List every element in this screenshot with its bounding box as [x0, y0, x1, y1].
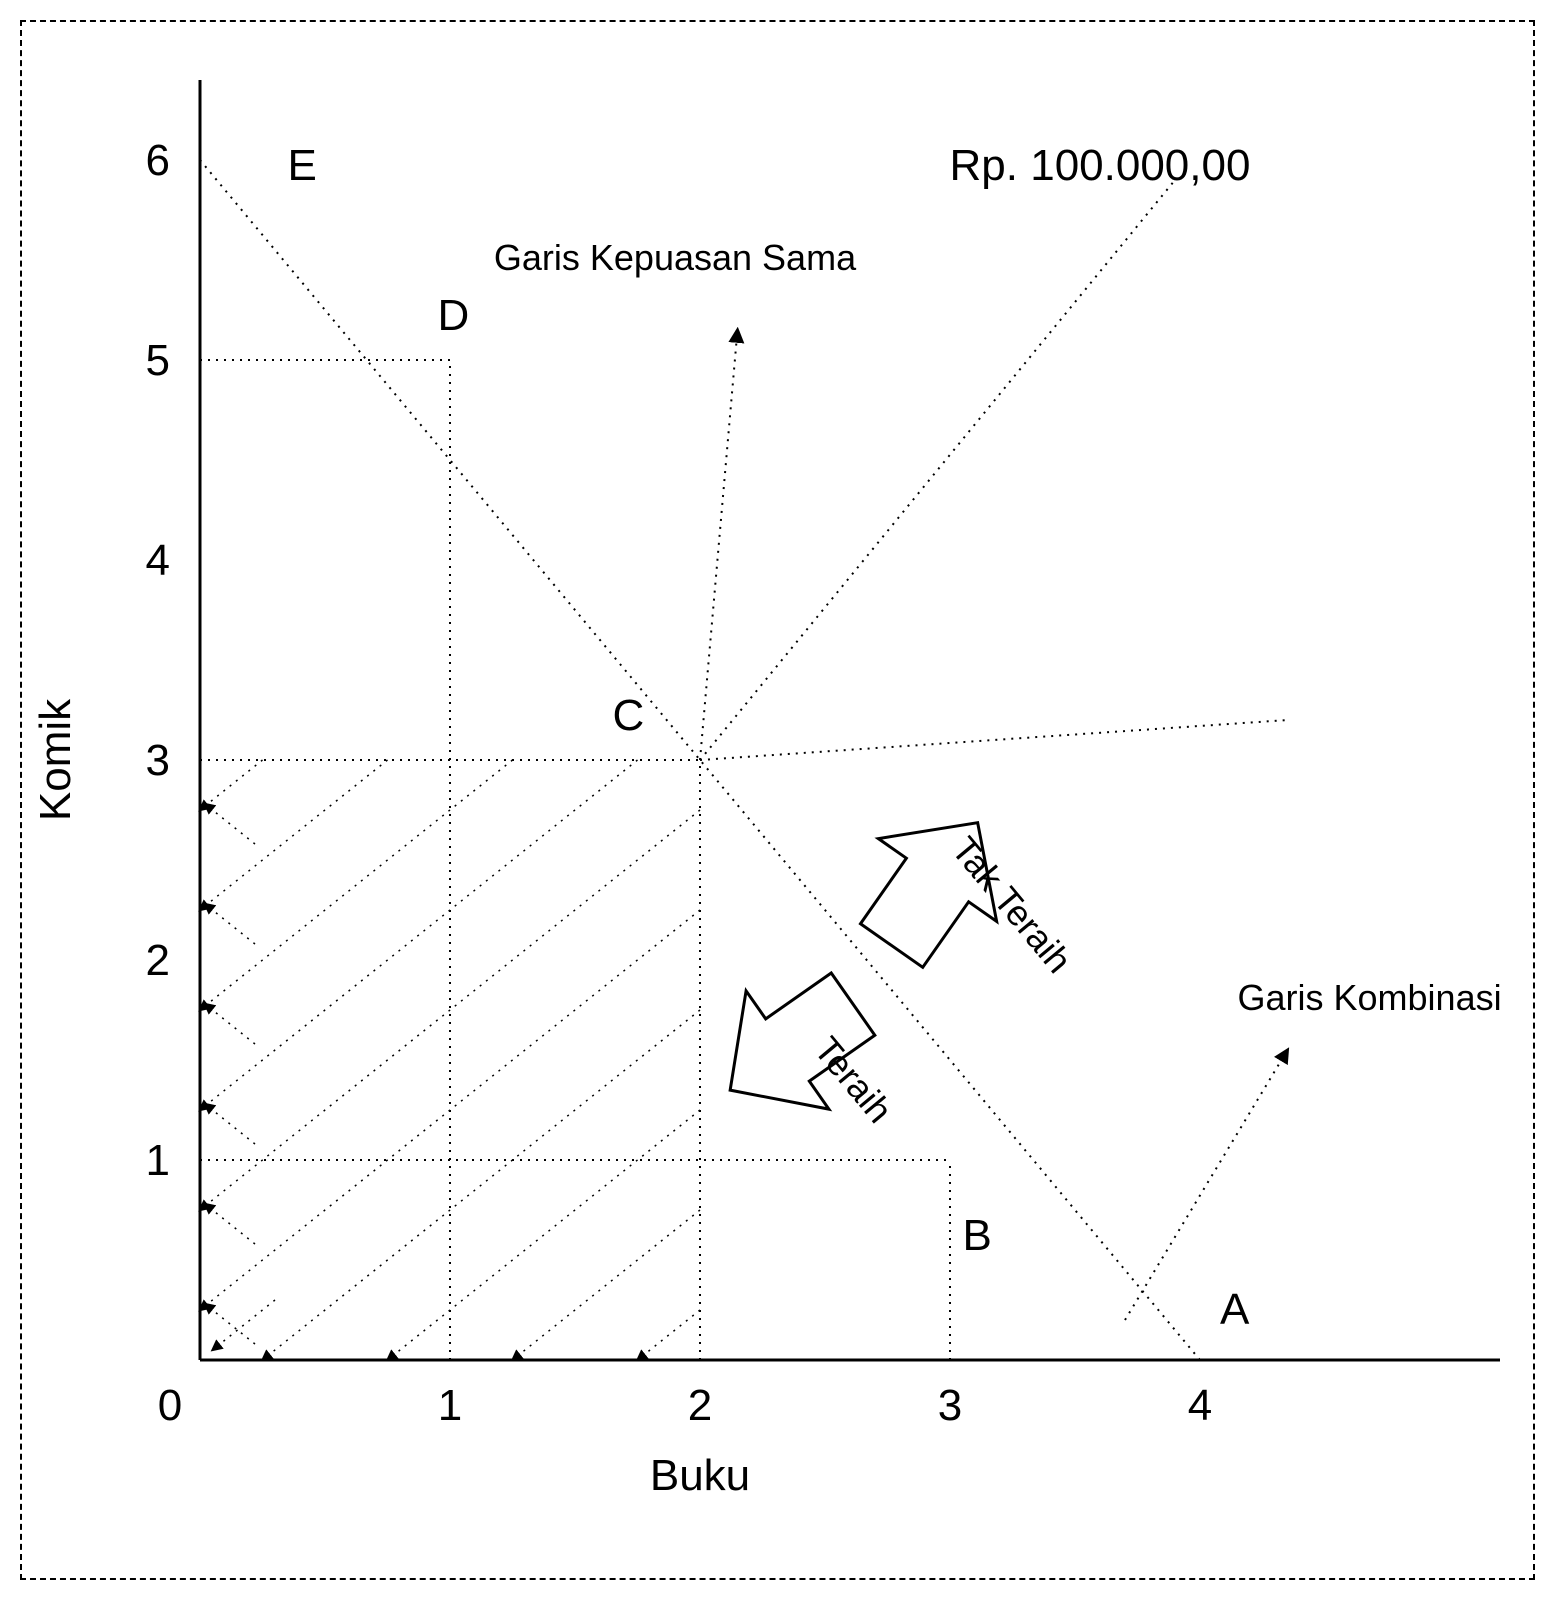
- point-E-label: E: [288, 141, 317, 190]
- ytick-4: 4: [146, 536, 170, 585]
- hatch-line: [200, 910, 700, 1310]
- x-axis-label: Buku: [650, 1451, 750, 1500]
- hatch-line: [200, 760, 638, 1110]
- y-axis-label: Komik: [31, 698, 80, 821]
- page: 0 1 2 3 4 1 2 3 4 5 6 Buku Komik Rp. 100.000,00 Garis …: [0, 0, 1555, 1600]
- kombinasi-arrow: [1125, 1050, 1288, 1320]
- budget-label: Rp. 100.000,00: [950, 141, 1251, 190]
- point-D-label: D: [438, 291, 470, 340]
- plot-layer: 0 1 2 3 4 1 2 3 4 5 6 Buku Komik Rp. 100.000,00 Garis …: [31, 80, 1502, 1500]
- indifference-label: Garis Kepuasan Sama: [494, 237, 857, 278]
- kombinasi-label: Garis Kombinasi: [1238, 977, 1502, 1018]
- hatch-line: [200, 760, 513, 1010]
- tick-0: 0: [158, 1381, 182, 1430]
- hatch-line: [513, 1210, 701, 1360]
- ytick-6: 6: [146, 136, 170, 185]
- hatch-line: [638, 1310, 701, 1360]
- hatch-line: [388, 1110, 701, 1360]
- hatch-line: [263, 1010, 701, 1360]
- ray-indifference: [700, 330, 738, 760]
- hatch-line: [200, 760, 388, 910]
- point-A-label: A: [1220, 1285, 1250, 1334]
- hatch-line: [200, 760, 263, 810]
- ytick-2: 2: [146, 936, 170, 985]
- xtick-1: 1: [438, 1381, 462, 1430]
- xtick-2: 2: [688, 1381, 712, 1430]
- ytick-5: 5: [146, 336, 170, 385]
- xtick-3: 3: [938, 1381, 962, 1430]
- ray-3: [700, 720, 1288, 760]
- point-C-label: C: [613, 691, 645, 740]
- ytick-3: 3: [146, 736, 170, 785]
- point-B-label: B: [963, 1211, 992, 1260]
- ytick-1: 1: [146, 1136, 170, 1185]
- xtick-4: 4: [1188, 1381, 1212, 1430]
- diagram-svg: 0 1 2 3 4 1 2 3 4 5 6 Buku Komik Rp. 100.000,00 Garis …: [0, 0, 1555, 1600]
